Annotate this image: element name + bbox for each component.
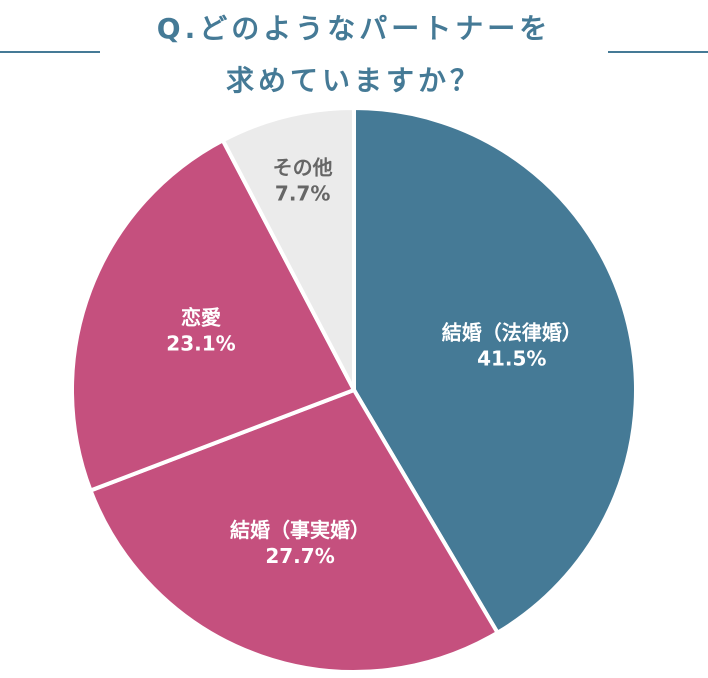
pie-slice xyxy=(70,137,357,494)
pie-slice xyxy=(87,387,501,674)
slice-value-label: 41.5% xyxy=(477,346,546,370)
chart-title: Q.どのようなパートナーを xyxy=(157,12,551,45)
slice-value-label: 7.7% xyxy=(275,181,330,205)
slice-label: 結婚（事実婚） xyxy=(230,518,370,542)
slice-value-label: 27.7% xyxy=(265,544,334,568)
slice-label: 恋愛 xyxy=(181,306,221,330)
chart-title: 求めていますか？ xyxy=(226,64,482,97)
slice-value-label: 23.1% xyxy=(166,332,235,356)
pie-slice xyxy=(352,105,638,636)
slice-label: その他 xyxy=(273,155,333,179)
slice-label: 結婚（法律婚） xyxy=(442,320,582,344)
pie-slice xyxy=(220,105,356,391)
